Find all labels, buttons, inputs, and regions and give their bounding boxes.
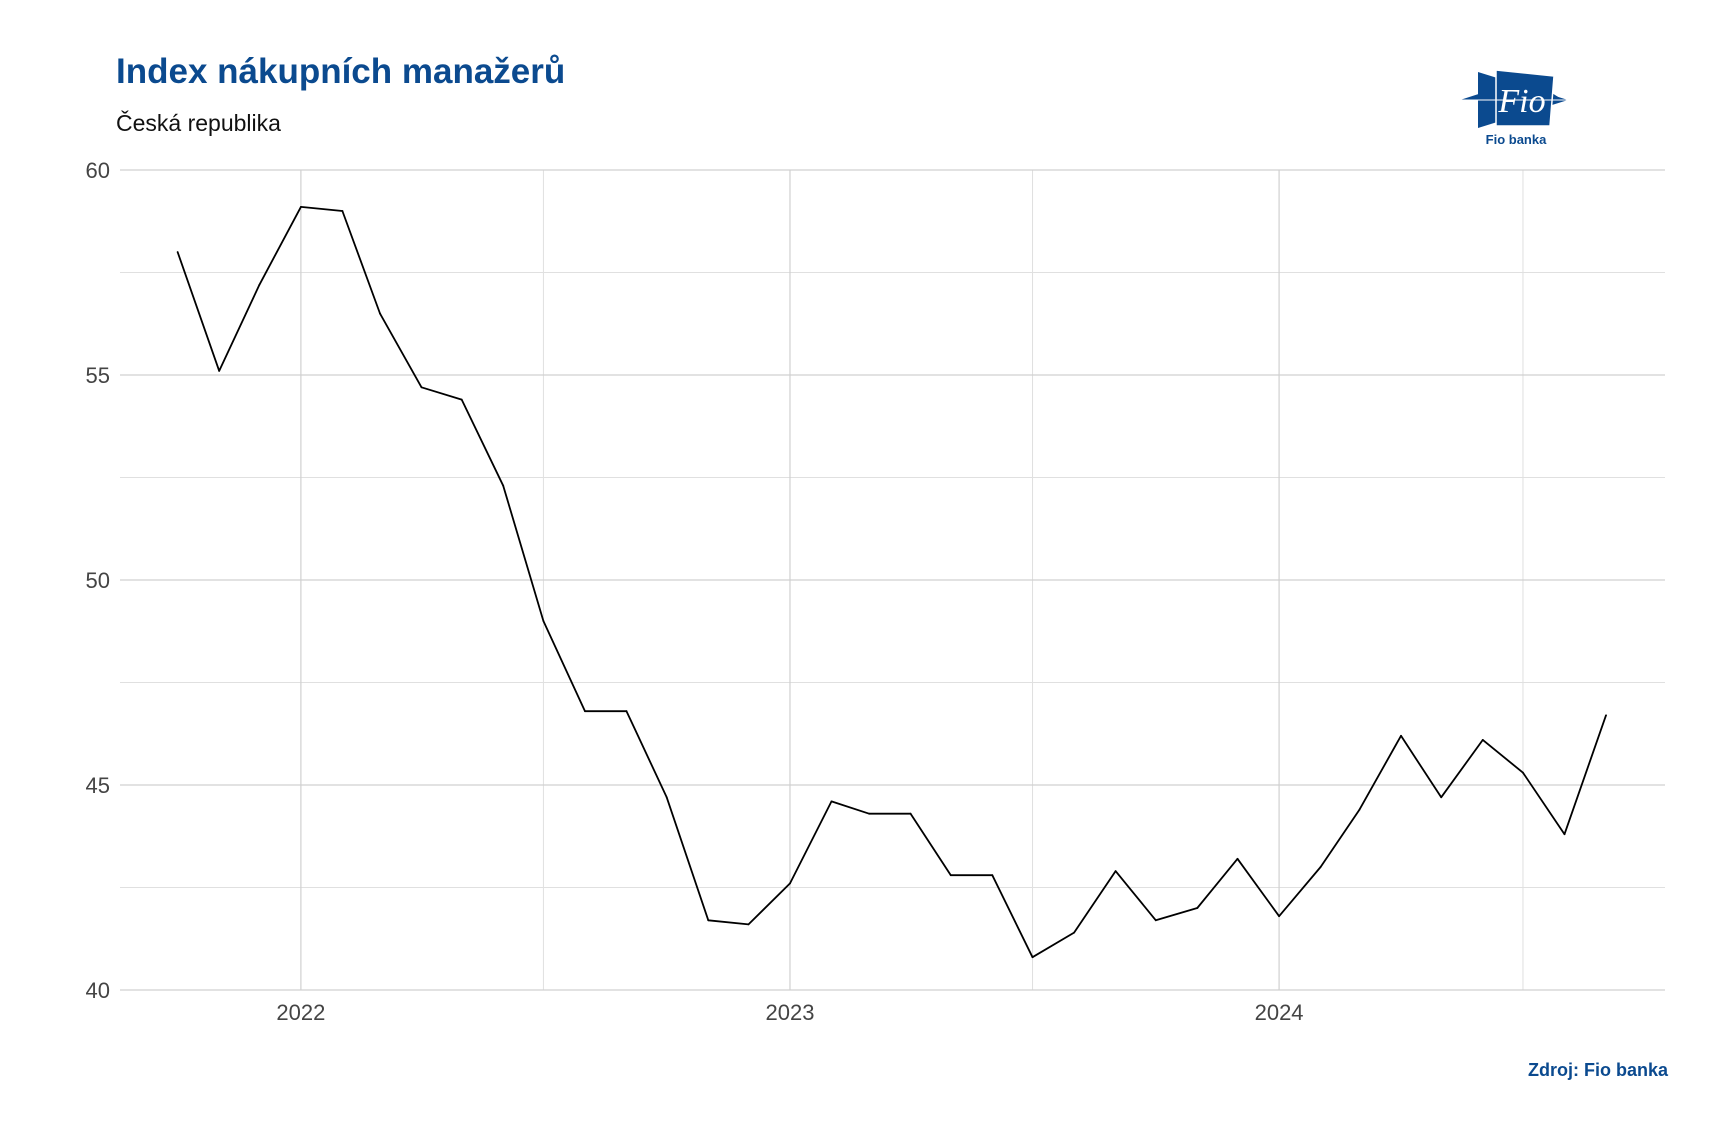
data-point — [1319, 866, 1322, 868]
data-point — [1278, 915, 1280, 918]
data-point — [830, 800, 833, 803]
data-point — [542, 620, 545, 622]
x-axis-ticks: 2022 2023 2024 — [276, 1000, 1303, 1025]
data-point — [991, 874, 994, 877]
data-point — [299, 206, 302, 208]
data-point — [1481, 739, 1484, 741]
logo-text: Fio — [1497, 83, 1545, 120]
data-point — [949, 874, 952, 877]
data-point — [341, 210, 344, 212]
data-point — [1031, 956, 1034, 959]
x-tick-label: 2022 — [276, 1000, 325, 1025]
major-gridlines — [120, 169, 1665, 991]
data-point — [665, 796, 668, 799]
data-point — [1563, 833, 1566, 836]
data-point — [868, 812, 870, 815]
data-point — [789, 882, 791, 885]
data-point — [258, 283, 261, 286]
data-point — [460, 398, 463, 401]
y-tick-label: 45 — [86, 773, 110, 798]
data-point — [1114, 870, 1117, 872]
data-point — [625, 710, 628, 713]
series-line — [176, 205, 1607, 959]
data-point — [584, 710, 586, 713]
data-point — [1236, 857, 1239, 860]
data-point — [1522, 771, 1524, 774]
x-tick-label: 2024 — [1255, 1000, 1304, 1025]
data-point — [909, 812, 912, 815]
fio-banka-logo: Fio — [1460, 69, 1568, 128]
chart-subtitle: Česká republika — [116, 110, 281, 136]
y-tick-label: 50 — [86, 568, 110, 593]
chart-title: Index nákupních manažerů — [116, 52, 566, 91]
data-point — [1196, 907, 1199, 909]
x-tick-label: 2023 — [766, 1000, 815, 1025]
y-tick-label: 60 — [86, 158, 110, 183]
data-point — [502, 484, 505, 487]
y-tick-label: 40 — [86, 978, 110, 1003]
data-point — [747, 923, 750, 926]
data-point — [1440, 796, 1443, 799]
y-tick-label: 55 — [86, 363, 110, 388]
data-point — [379, 312, 381, 315]
series-group — [176, 205, 1607, 959]
data-point — [176, 251, 179, 253]
data-point — [1605, 714, 1607, 717]
data-point — [420, 386, 423, 389]
logo-caption: Fio banka — [1485, 132, 1547, 147]
data-point — [1358, 808, 1361, 811]
data-point — [707, 919, 710, 922]
data-point — [1154, 919, 1157, 922]
data-point — [218, 370, 221, 372]
y-axis-ticks: 40 45 50 55 60 — [86, 158, 110, 1003]
data-point — [1400, 734, 1402, 737]
source-note: Zdroj: Fio banka — [1527, 1060, 1668, 1080]
data-point — [1073, 931, 1075, 934]
